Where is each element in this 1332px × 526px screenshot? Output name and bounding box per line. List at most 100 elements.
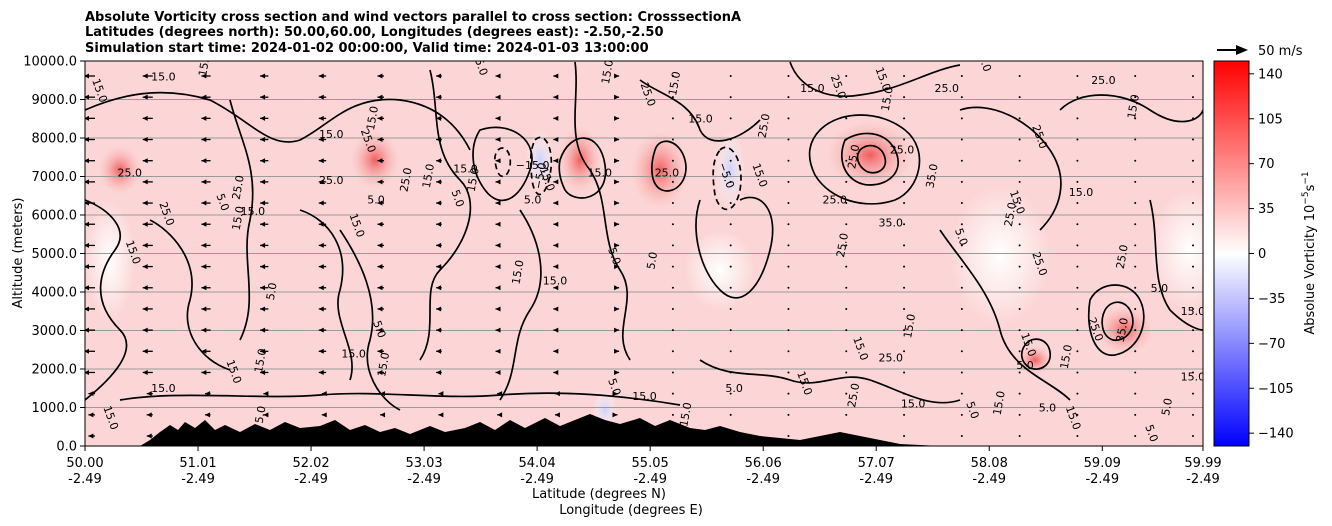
wind-vector-head: [436, 73, 442, 79]
contour-labels: 15.0 15.0 15.0 15.0 15.0 25.0 15.0 25.0 25.0 25.0…: [89, 61, 1203, 444]
wind-vector-dot: [1192, 329, 1194, 332]
wind-vector-dot: [1134, 75, 1137, 77]
wind-vector-head: [614, 242, 620, 248]
wind-vector-dot: [787, 350, 790, 353]
x-tick-label-latitude: 56.06: [745, 456, 782, 471]
contour-label: 5.0: [524, 193, 542, 206]
contour-label: 15.0: [688, 113, 713, 126]
y-tick-label: 5000.0: [32, 247, 78, 262]
wind-vector-dot: [960, 75, 963, 77]
wind-vector-head: [142, 264, 148, 270]
wind-vector-head: [260, 369, 266, 375]
contour-label: 25.0: [845, 382, 862, 408]
x-tick-label-longitude: -2.49: [633, 472, 667, 487]
colorbar-ticks: 140 105 70 35 0 −35 −70 −105 −140: [1249, 67, 1294, 442]
contour-label: 5.0: [1142, 423, 1160, 444]
x-tick-label-longitude: -2.49: [68, 472, 102, 487]
x-tick-label-latitude: 51.01: [179, 456, 216, 471]
wind-vector-head: [260, 115, 266, 121]
wind-vector-dot: [845, 392, 848, 395]
contour-label: 25.0: [890, 143, 915, 156]
vorticity-blob: [715, 130, 745, 210]
contour-line: [229, 99, 254, 341]
contour-line: [695, 196, 774, 299]
contour-label: 25.0: [655, 167, 680, 180]
wind-vector-dot: [1076, 180, 1079, 183]
wind-vector-head: [321, 412, 327, 418]
wind-vector-head: [88, 433, 94, 439]
wind-vector-head: [436, 200, 442, 206]
wind-vector-head: [614, 158, 620, 164]
wind-vector-dot: [729, 159, 732, 162]
wind-vector-dot: [729, 138, 732, 141]
wind-vector-dot: [1076, 307, 1079, 310]
wind-vector-head: [553, 285, 559, 291]
wind-vector-dot: [1018, 350, 1021, 353]
wind-vector-head: [142, 348, 148, 354]
wind-vector-head: [263, 412, 269, 418]
wind-vector-head: [612, 391, 618, 397]
wind-vector-head: [614, 369, 620, 375]
x-tick-label-longitude: -2.49: [859, 472, 893, 487]
wind-vector-dot: [729, 307, 732, 310]
x-tick-label-latitude: 57.07: [858, 456, 895, 471]
wind-vector-dot: [1192, 371, 1194, 374]
contour-label: 5.0: [448, 188, 466, 209]
x-tick-label-latitude: 54.04: [519, 456, 556, 471]
wind-vector-head: [380, 412, 386, 418]
wind-vector-dot: [729, 350, 732, 353]
wind-vector-head: [614, 115, 620, 121]
colorbar-tick-label: −140: [1258, 427, 1294, 442]
wind-vector-head: [377, 179, 383, 185]
wind-vector-dot: [1134, 96, 1137, 99]
contour-label: 15.0: [420, 163, 437, 189]
wind-vector-head: [85, 200, 89, 206]
wind-vector-head: [85, 327, 89, 333]
wind-vector-head: [377, 285, 383, 291]
wind-vector-head: [495, 158, 501, 164]
contour-label: 15.0: [453, 163, 478, 176]
wind-vector-dot: [1018, 371, 1021, 374]
wind-vector-dot: [729, 75, 732, 77]
wind-vector-head: [260, 94, 266, 100]
wind-vector-head: [438, 391, 444, 397]
wind-vector-dot: [1018, 392, 1021, 395]
vorticity-blob: [85, 200, 135, 320]
wind-vector-dot: [845, 202, 848, 205]
wind-vector-dot: [671, 202, 674, 205]
contour-label: 25.0: [1091, 74, 1116, 87]
vorticity-blob: [350, 130, 400, 190]
wind-vector-head: [201, 115, 207, 121]
wind-vector-dot: [960, 96, 963, 99]
wind-vector-head: [436, 285, 442, 291]
wind-vector-head: [438, 412, 444, 418]
wind-vector-head: [201, 137, 207, 143]
contour-line: [939, 229, 1071, 401]
wind-vector-dot: [1076, 138, 1079, 141]
wind-vector-dot: [903, 96, 906, 99]
contour-label: 5.0: [952, 226, 970, 247]
contour-label: 25.0: [1114, 244, 1131, 270]
wind-vector-dot: [1134, 413, 1137, 416]
colorbar-label: Absolue Vorticity 10−5s−1: [1301, 171, 1318, 334]
wind-vector-head: [377, 137, 383, 143]
wind-vector-dot: [671, 180, 674, 183]
contour-label: 15.0: [465, 167, 482, 193]
wind-vector-dot: [787, 286, 790, 289]
wind-vector-head: [142, 327, 148, 333]
wind-vector-dot: [903, 413, 906, 416]
contour-line: [1087, 284, 1145, 356]
wind-vector-dot: [1134, 307, 1137, 310]
wind-vector-head: [85, 158, 89, 164]
wind-vector-dot: [1134, 202, 1137, 205]
wind-vector-dot: [729, 392, 732, 395]
wind-vector-dot: [1076, 265, 1079, 268]
contour-label: 5.0: [370, 319, 388, 340]
contour-label: 25.0: [230, 174, 247, 200]
wind-vector-head: [318, 327, 324, 333]
colorbar-tick-label: 70: [1258, 157, 1275, 172]
vorticity-blob: [558, 125, 602, 195]
contour-label: 15.0: [666, 70, 683, 96]
wind-vector-dot: [845, 159, 848, 162]
wind-vector-dot: [960, 413, 963, 416]
